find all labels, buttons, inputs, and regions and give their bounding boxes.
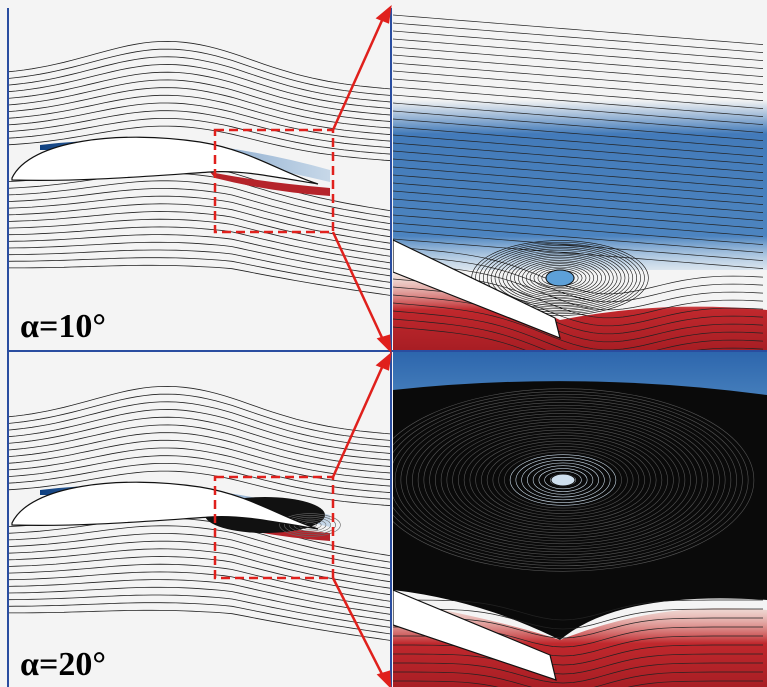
angle-label: α=10° [20,308,106,345]
angle-label: α=20° [20,646,106,683]
vortex-core [551,474,575,486]
blue-region [393,100,767,270]
panel-right-bottom [372,352,767,687]
vortex-core [546,270,574,286]
figure: α=10° α=20° [0,0,767,687]
